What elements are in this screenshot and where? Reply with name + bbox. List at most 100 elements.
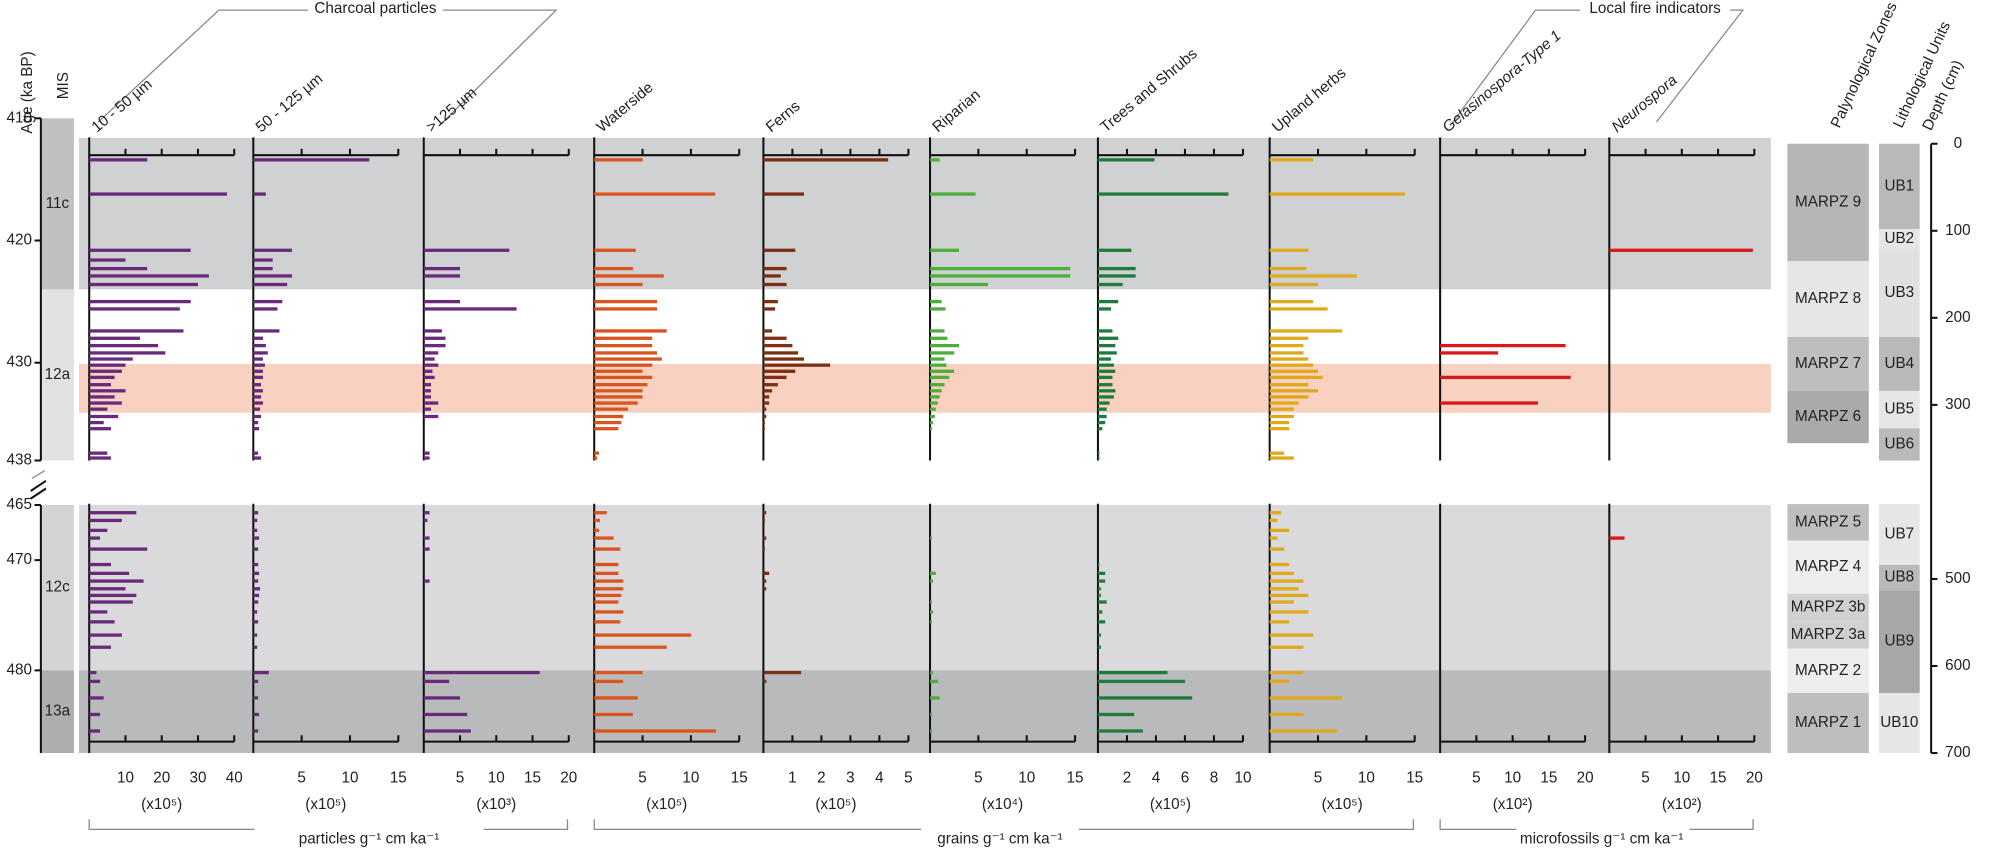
lith-unit [1878, 590, 1920, 693]
bar [89, 511, 137, 515]
bar [1097, 571, 1106, 576]
bar [253, 679, 259, 684]
bar [89, 456, 111, 460]
bar [594, 389, 643, 393]
bar [423, 547, 430, 551]
bar [423, 336, 446, 340]
bar [594, 633, 691, 637]
bar [89, 579, 144, 583]
bar [594, 593, 622, 598]
bar [253, 696, 259, 700]
bar [253, 158, 370, 162]
bar [89, 158, 148, 162]
x-tick-label: 40 [226, 770, 243, 787]
column-header: >125 µm [423, 84, 480, 136]
bar [89, 645, 111, 649]
bar [1269, 518, 1278, 523]
lith-unit-label: UB9 [1885, 633, 1915, 650]
bar [930, 274, 1071, 278]
bar [763, 369, 796, 373]
x-tick-label: 2 [817, 770, 825, 787]
bar [1269, 158, 1314, 162]
label-gap [1516, 820, 1690, 839]
depth-tick-label: 600 [1945, 657, 1970, 674]
label-gap [254, 820, 484, 839]
bar [1097, 600, 1107, 604]
bar [89, 712, 101, 717]
bar [1269, 375, 1323, 380]
bar [1269, 351, 1304, 355]
bar [253, 414, 262, 419]
bar [930, 351, 955, 355]
bar [763, 547, 765, 551]
header-bracket [1452, 9, 1581, 123]
bar [594, 451, 600, 455]
bar [763, 351, 799, 355]
y-tick-label: 438 [7, 452, 32, 469]
bar [594, 620, 621, 624]
bar [930, 307, 946, 311]
bar [1097, 407, 1107, 411]
bar [1269, 389, 1319, 393]
bar [253, 351, 268, 355]
bar [253, 451, 259, 455]
bar [1097, 670, 1168, 675]
background-band [79, 505, 1771, 671]
bar [1097, 192, 1229, 196]
x-tick-label: 15 [1540, 770, 1557, 787]
background-layer [79, 137, 1771, 754]
depth-tick-label: 500 [1945, 570, 1970, 587]
bar [89, 299, 191, 304]
bar [594, 383, 648, 387]
bar [763, 299, 778, 304]
bar [1097, 587, 1101, 591]
bar [594, 158, 643, 162]
bar [1269, 593, 1309, 598]
bar [253, 511, 259, 515]
bar [253, 258, 273, 262]
bar [594, 528, 600, 533]
bar [423, 712, 468, 717]
x-tick-label: 10 [1234, 770, 1251, 787]
bar [594, 299, 658, 304]
mis-label: 12a [45, 366, 71, 383]
unit-label: (x10⁵) [141, 796, 182, 813]
mis-stage [40, 670, 74, 754]
bar [1269, 587, 1299, 591]
bar [253, 645, 258, 649]
x-tick-label: 4 [1152, 770, 1161, 787]
bar [89, 258, 126, 262]
x-tick-label: 1 [788, 770, 796, 787]
bar [763, 192, 805, 196]
bar [89, 369, 122, 373]
bar [594, 192, 716, 196]
bar [1269, 329, 1343, 333]
bar [930, 679, 938, 684]
bar [89, 329, 184, 333]
bar [594, 712, 633, 717]
bar [763, 401, 770, 405]
bar [1097, 363, 1114, 367]
bar [253, 401, 263, 405]
lith-unit [1878, 336, 1920, 391]
zone [1787, 593, 1869, 622]
x-tick-label: 20 [1577, 770, 1594, 787]
column-header: Riparian [929, 86, 983, 136]
bar [930, 389, 942, 393]
bar [1440, 343, 1566, 348]
bar [930, 401, 938, 405]
bar [763, 329, 773, 333]
background-band [79, 363, 1771, 413]
bar [594, 329, 667, 333]
bar [1269, 274, 1357, 278]
x-tick-label: 5 [1472, 770, 1480, 787]
bar [763, 266, 787, 271]
x-tick-label: 20 [1746, 770, 1763, 787]
bar [763, 579, 767, 583]
bar [1269, 248, 1309, 252]
bar [1609, 536, 1625, 540]
mis-stage [40, 118, 74, 290]
bar [1097, 307, 1111, 311]
unit-label: (x10⁵) [1150, 796, 1191, 813]
